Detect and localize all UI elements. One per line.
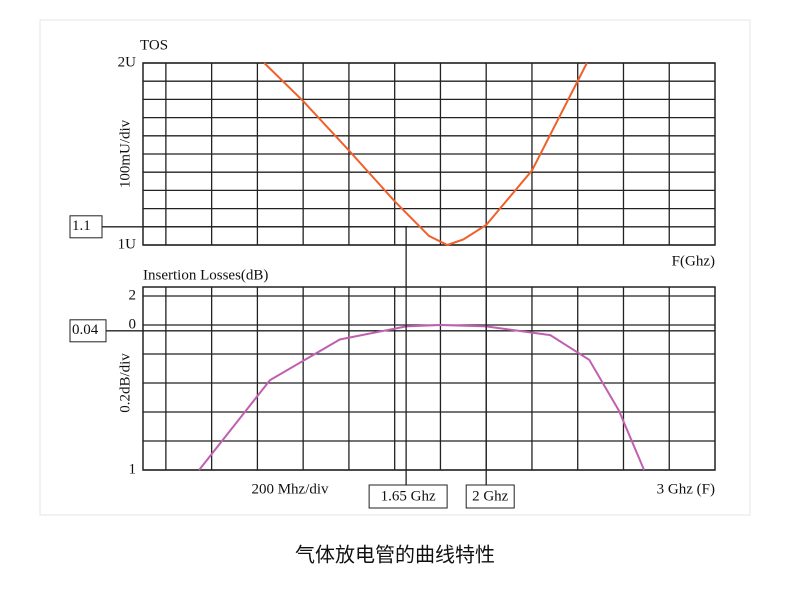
y-tick-label: 2U (118, 54, 137, 70)
marker-label: 2 Ghz (472, 488, 509, 504)
y-tick-label: 0 (129, 316, 137, 332)
x-axis-label: F(Ghz) (672, 253, 715, 269)
chart-title: TOS (140, 37, 168, 53)
y-axis-label: 0.2dB/div (117, 353, 133, 413)
curve (263, 62, 588, 247)
marker-label: 1.65 Ghz (381, 488, 436, 504)
marker-box (368, 484, 448, 509)
marker-box (465, 484, 515, 509)
y-tick-label: 1U (118, 236, 137, 252)
x-axis-label: 200 Mhz/div (251, 481, 329, 497)
marker-label: 1.1 (72, 218, 91, 234)
curve (198, 323, 646, 471)
y-axis-label: 100mU/div (117, 119, 133, 188)
chart-title: Insertion Losses(dB) (143, 267, 268, 283)
marker-label: 0.04 (72, 322, 99, 338)
caption: 气体放电管的曲线特性 (295, 543, 495, 567)
y-tick-label: 1 (129, 461, 137, 477)
y-tick-label: 2 (129, 287, 137, 303)
x-end-label: 3 Ghz (F) (657, 481, 715, 497)
